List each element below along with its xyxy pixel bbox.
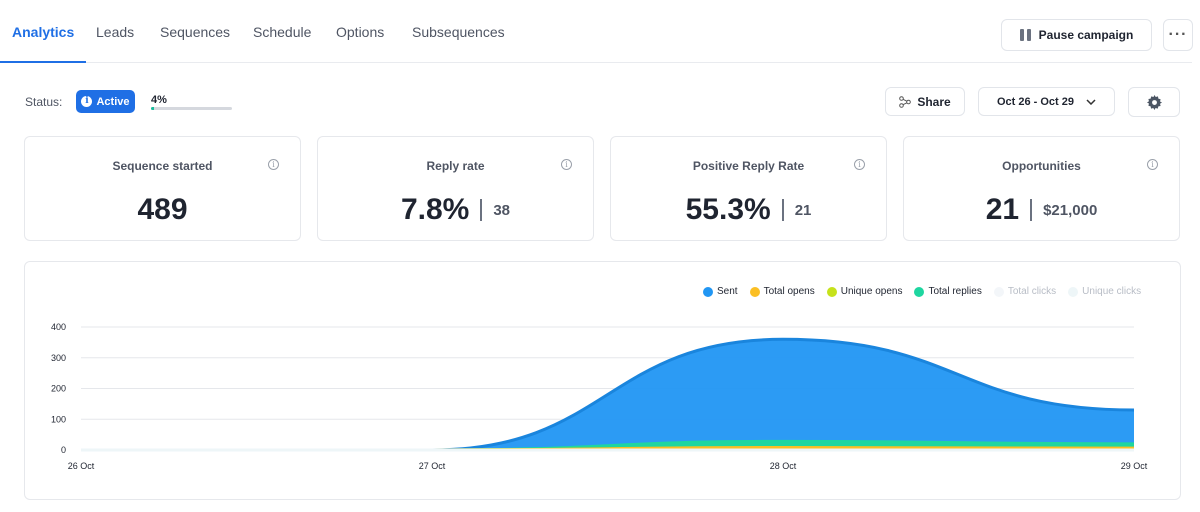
card-divider (480, 199, 483, 221)
status-label: Status: (25, 95, 63, 109)
card-title: Sequence started (112, 159, 213, 173)
legend-label: Total opens (763, 286, 815, 297)
tab-options[interactable]: Options (336, 24, 385, 40)
card-value-row: 21 $21,000 (904, 193, 1179, 227)
legend-item-unique-opens[interactable]: Unique opens (826, 286, 903, 297)
info-icon[interactable]: i (1147, 159, 1158, 170)
card-value-row: 7.8% 38 (318, 193, 593, 227)
y-tick-label: 400 (51, 322, 66, 332)
legend-label: Sent (717, 286, 738, 297)
more-options-button[interactable]: ··· (1163, 19, 1193, 51)
legend-item-total-clicks[interactable]: Total clicks (993, 286, 1057, 297)
legend-item-total-replies[interactable]: Total replies (914, 286, 982, 297)
card-sub-value: 38 (493, 201, 511, 219)
x-tick-label: 26 Oct (68, 461, 95, 471)
gear-icon (1146, 94, 1162, 110)
settings-button[interactable] (1128, 87, 1180, 117)
y-tick-label: 300 (51, 353, 66, 363)
tab-leads[interactable]: Leads (96, 24, 135, 40)
date-range-select[interactable]: Oct 26 - Oct 29 (978, 87, 1115, 116)
card-value: 21 (985, 193, 1020, 226)
tab-sequences[interactable]: Sequences (160, 24, 231, 40)
info-icon[interactable]: i (268, 159, 279, 170)
x-tick-label: 27 Oct (419, 461, 446, 471)
share-label: Share (917, 94, 951, 109)
legend-item-sent[interactable]: Sent (703, 286, 738, 297)
progress-bar-fill (151, 107, 155, 110)
tab-schedule[interactable]: Schedule (253, 24, 312, 40)
card-value-row: 55.3% 21 (611, 193, 886, 227)
y-tick-label: 100 (51, 414, 66, 424)
share-button[interactable]: Share (885, 87, 965, 116)
x-tick-label: 28 Oct (770, 461, 797, 471)
progress-percent: 4% (151, 94, 167, 106)
card-title: Opportunities (1002, 159, 1081, 173)
chart-legend: Sent Total opens Unique opens Total replies… (703, 286, 1153, 297)
y-tick-label: 0 (61, 445, 66, 455)
tab-subsequences[interactable]: Subsequences (412, 24, 505, 40)
card-value: 489 (137, 193, 188, 226)
status-badge: i Active (76, 90, 135, 113)
card-value-row: 489 (25, 193, 300, 227)
legend-label: Unique clicks (1082, 286, 1142, 297)
legend-item-total-opens[interactable]: Total opens (749, 286, 815, 297)
tab-analytics[interactable]: Analytics (0, 24, 87, 63)
x-tick-label: 29 Oct (1121, 461, 1148, 471)
date-range-label: Oct 26 - Oct 29 (996, 95, 1075, 108)
legend-dot (826, 286, 837, 297)
info-icon[interactable]: i (561, 159, 572, 170)
card-divider (781, 199, 784, 221)
pause-campaign-label: Pause campaign (1038, 28, 1134, 42)
info-icon[interactable]: i (854, 159, 865, 170)
stat-card-opportunities: Opportunities i 21 $21,000 (903, 136, 1180, 241)
legend-label: Total clicks (1007, 286, 1057, 297)
chevron-down-icon (1086, 98, 1096, 105)
card-title: Reply rate (426, 159, 485, 173)
card-divider (1030, 199, 1033, 221)
more-icon: ··· (1168, 26, 1188, 43)
y-tick-label: 200 (51, 384, 66, 394)
card-sub-value: $21,000 (1043, 201, 1098, 219)
legend-dot (1068, 286, 1079, 297)
status-badge-label: Active (96, 95, 130, 108)
card-value: 55.3% (685, 193, 771, 226)
card-value: 7.8% (400, 193, 470, 226)
analytics-chart (24, 261, 1181, 500)
info-icon: i (81, 96, 93, 107)
legend-item-unique-clicks[interactable]: Unique clicks (1068, 286, 1141, 297)
campaign-tabs: Analytics Leads Sequences Schedule Optio… (0, 0, 1192, 63)
legend-label: Total replies (928, 286, 982, 297)
stat-card-positive-reply-rate: Positive Reply Rate i 55.3% 21 (610, 136, 887, 241)
share-icon (899, 95, 912, 108)
card-title: Positive Reply Rate (692, 159, 805, 173)
stat-card-reply-rate: Reply rate i 7.8% 38 (317, 136, 594, 241)
legend-dot (703, 286, 713, 297)
pause-icon (1019, 29, 1031, 41)
legend-dot (914, 286, 925, 297)
progress-bar (151, 107, 232, 110)
pause-campaign-button[interactable]: Pause campaign (1001, 19, 1152, 51)
legend-label: Unique opens (840, 286, 903, 297)
legend-dot (749, 286, 760, 297)
legend-dot (993, 286, 1004, 297)
card-sub-value: 21 (794, 201, 812, 219)
stat-card-sequence-started: Sequence started i 489 (24, 136, 301, 241)
